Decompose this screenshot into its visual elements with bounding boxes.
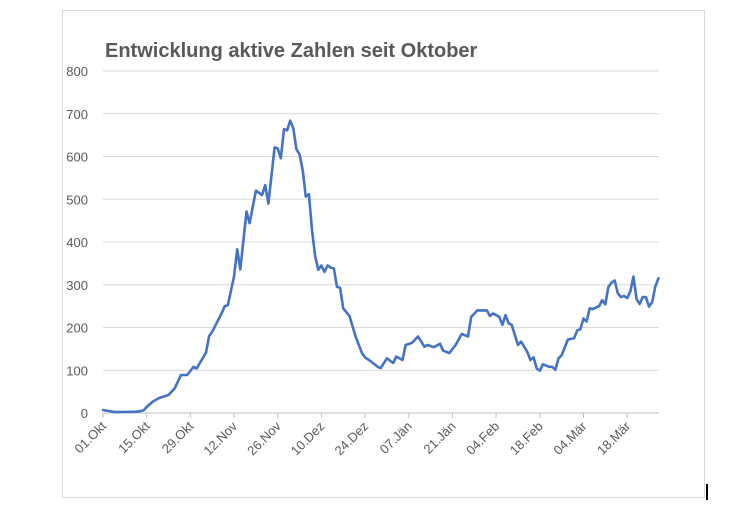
y-tick-label: 700 xyxy=(66,107,88,122)
x-tick-label: 21.Jän xyxy=(420,419,458,457)
y-tick-label: 300 xyxy=(66,278,88,293)
x-tick-label: 29.Okt xyxy=(159,418,197,456)
x-tick-label: 04.Mär xyxy=(550,418,590,458)
text-cursor xyxy=(706,484,708,500)
x-tick-label: 18.Mär xyxy=(594,418,634,458)
x-tick-label: 12.Nov xyxy=(200,418,240,458)
x-tick-label: 01.Okt xyxy=(71,418,109,456)
x-tick-label: 15.Okt xyxy=(115,418,153,456)
x-tick-label: 07.Jän xyxy=(377,419,415,457)
y-tick-label: 200 xyxy=(66,321,88,336)
y-tick-label: 400 xyxy=(66,235,88,250)
series-line xyxy=(101,119,660,414)
x-tick-label: 04.Feb xyxy=(463,419,502,458)
chart-frame[interactable] xyxy=(62,10,705,498)
y-tick-label: 800 xyxy=(66,64,88,79)
y-tick-label: 100 xyxy=(66,363,88,378)
x-tick-label: 18.Feb xyxy=(507,419,546,458)
x-tick-label: 24.Dez xyxy=(331,419,371,459)
y-tick-label: 600 xyxy=(66,150,88,165)
y-tick-label: 500 xyxy=(66,192,88,207)
chart-title: Entwicklung aktive Zahlen seit Oktober xyxy=(105,40,478,62)
x-tick-label: 26.Nov xyxy=(244,418,284,458)
x-tick-label: 10.Dez xyxy=(288,419,328,459)
y-tick-label: 0 xyxy=(81,406,88,421)
